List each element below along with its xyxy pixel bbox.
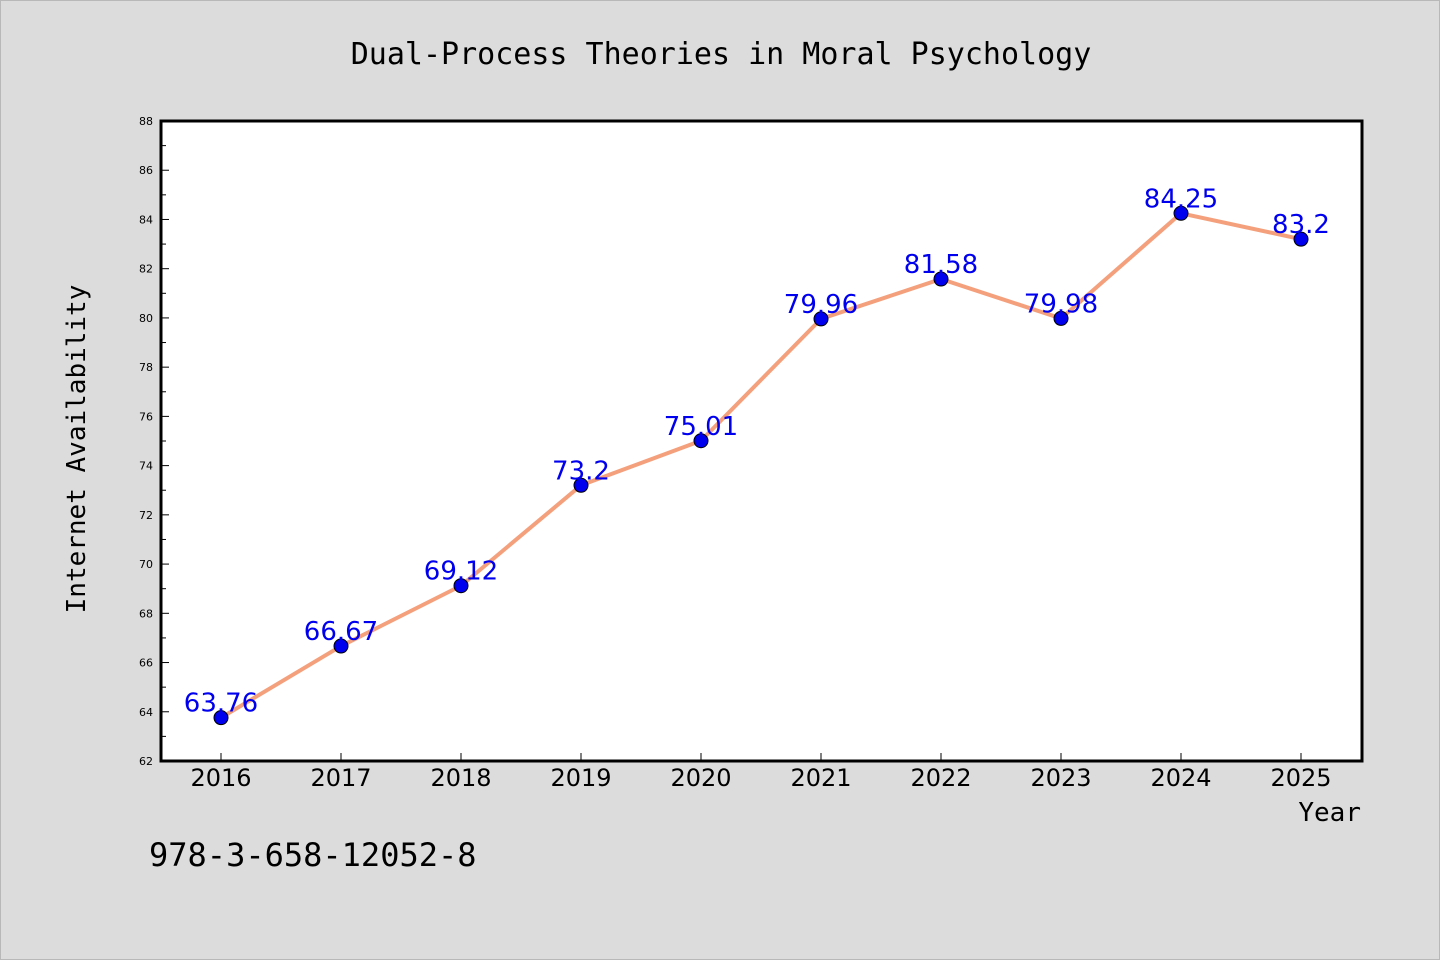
data-label: 73.2 xyxy=(552,456,610,486)
y-tick-label: 64 xyxy=(139,706,153,719)
data-label: 79.96 xyxy=(784,290,858,320)
chart-title: Dual-Process Theories in Moral Psycholog… xyxy=(351,37,1092,72)
data-label: 63.76 xyxy=(184,689,258,719)
data-label: 83.2 xyxy=(1272,210,1330,240)
x-axis: 2016 2017 2018 2019 2020 2021 2022 2023 2024 2025 xyxy=(190,753,1332,792)
y-tick-label: 76 xyxy=(139,410,153,423)
x-tick-label: 2019 xyxy=(550,764,611,792)
data-point xyxy=(813,311,829,327)
x-tick-label: 2016 xyxy=(190,764,251,792)
y-tick-label: 72 xyxy=(139,509,153,522)
y-tick-label: 78 xyxy=(139,361,153,374)
data-label: 84.25 xyxy=(1144,184,1218,214)
y-tick-label: 80 xyxy=(139,312,153,325)
data-point xyxy=(213,710,229,726)
y-axis-label: Internet Availability xyxy=(62,285,92,614)
series-layer xyxy=(213,205,1309,726)
y-tick-label: 68 xyxy=(139,607,153,620)
data-point xyxy=(1053,310,1069,326)
y-tick-label: 62 xyxy=(139,755,153,768)
y-tick-label: 82 xyxy=(139,263,153,276)
data-label: 75.01 xyxy=(664,412,738,442)
y-tick-label: 66 xyxy=(139,657,153,670)
data-label: 81.58 xyxy=(904,250,978,280)
y-axis: 62 64 66 68 70 72 74 76 78 80 82 84 86 88 xyxy=(139,115,169,768)
data-point xyxy=(933,271,949,287)
data-point xyxy=(333,638,349,654)
x-tick-label: 2025 xyxy=(1270,764,1331,792)
x-tick-label: 2017 xyxy=(310,764,371,792)
x-tick-label: 2024 xyxy=(1150,764,1211,792)
data-point xyxy=(573,477,589,493)
y-tick-label: 84 xyxy=(139,213,153,226)
data-label: 69.12 xyxy=(424,557,498,587)
x-tick-label: 2021 xyxy=(790,764,851,792)
x-tick-label: 2018 xyxy=(430,764,491,792)
y-tick-label: 86 xyxy=(139,164,153,177)
isbn-annotation: 978-3-658-12052-8 xyxy=(149,836,477,874)
series-line xyxy=(219,211,1303,720)
data-label: 66.67 xyxy=(304,617,378,647)
data-labels: 63.76 66.67 69.12 73.2 75.01 79.96 81.58 79.98 8… xyxy=(184,184,1330,718)
data-point xyxy=(1173,205,1189,221)
data-label: 79.98 xyxy=(1024,289,1098,319)
x-tick-label: 2020 xyxy=(670,764,731,792)
x-axis-label: Year xyxy=(1298,798,1361,828)
y-tick-label: 74 xyxy=(139,460,153,473)
y-tick-label: 70 xyxy=(139,558,153,571)
data-point xyxy=(1293,231,1309,247)
x-tick-label: 2023 xyxy=(1030,764,1091,792)
y-tick-label: 88 xyxy=(139,115,153,128)
data-point xyxy=(693,433,709,449)
data-point xyxy=(453,578,469,594)
x-tick-label: 2022 xyxy=(910,764,971,792)
